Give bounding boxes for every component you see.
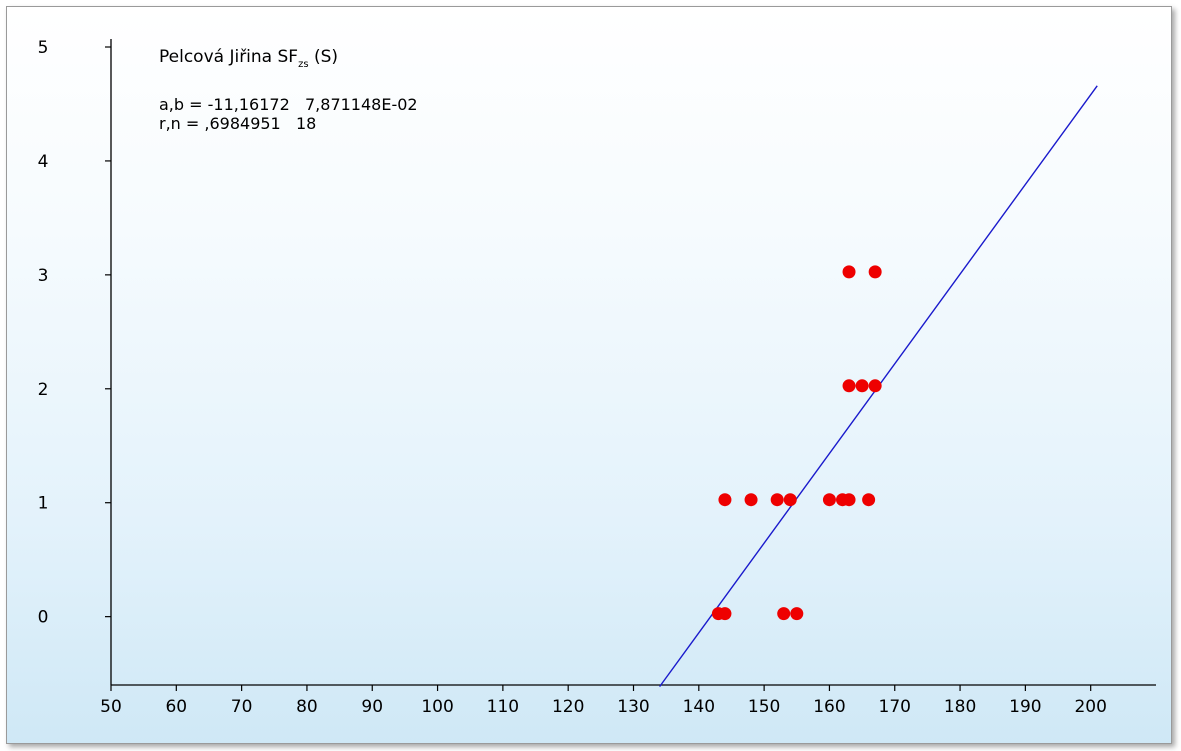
data-point <box>718 493 732 507</box>
data-point <box>842 379 856 393</box>
x-tick-label: 70 <box>231 697 253 717</box>
data-point <box>855 379 869 393</box>
data-points <box>711 265 882 621</box>
data-point <box>842 265 856 279</box>
x-tick-label: 100 <box>421 697 453 717</box>
data-point <box>783 493 797 507</box>
regression-stats-line: r,n = ,6984951 18 <box>159 114 316 133</box>
y-tick-label: 1 <box>38 494 49 514</box>
x-tick-label: 50 <box>100 697 122 717</box>
axes <box>110 39 1156 686</box>
x-tick-label: 180 <box>944 697 976 717</box>
x-ticks: 50 60 70 80 90 100 110 120 130 140 150 160 170 180 190… <box>100 685 1107 717</box>
x-tick-label: 150 <box>748 697 780 717</box>
x-tick-label: 90 <box>361 697 383 717</box>
data-point <box>842 493 856 507</box>
x-tick-label: 140 <box>683 697 715 717</box>
y-tick-label: 5 <box>38 38 49 58</box>
x-tick-label: 200 <box>1074 697 1106 717</box>
data-point <box>868 379 882 393</box>
y-tick-label: 4 <box>38 152 49 172</box>
chart-title: Pelcová Jiřina SFzs (S) <box>159 47 338 70</box>
data-point <box>718 607 732 621</box>
data-point <box>868 265 882 279</box>
regression-params-line: a,b = -11,16172 7,871148E-02 <box>159 95 418 114</box>
data-point <box>822 493 836 507</box>
x-tick-label: 80 <box>296 697 318 717</box>
x-tick-label: 120 <box>552 697 584 717</box>
data-point <box>790 607 804 621</box>
y-tick-label: 2 <box>38 380 49 400</box>
x-tick-label: 130 <box>617 697 649 717</box>
x-tick-label: 190 <box>1009 697 1041 717</box>
data-point <box>770 493 784 507</box>
y-tick-label: 0 <box>38 608 49 628</box>
x-tick-label: 170 <box>879 697 911 717</box>
scatter-chart: 0 1 2 3 4 5 50 60 70 80 90 100 110 120 130 140 150 160 17… <box>38 38 1156 717</box>
x-tick-label: 160 <box>813 697 845 717</box>
data-point <box>744 493 758 507</box>
data-point <box>777 607 791 621</box>
x-tick-label: 110 <box>487 697 519 717</box>
y-ticks: 0 1 2 3 4 5 <box>38 38 111 628</box>
x-tick-label: 60 <box>165 697 187 717</box>
chart-frame: 0 1 2 3 4 5 50 60 70 80 90 100 110 120 130 140 150 160 17… <box>6 6 1172 744</box>
y-tick-label: 3 <box>38 266 49 286</box>
data-point <box>862 493 876 507</box>
